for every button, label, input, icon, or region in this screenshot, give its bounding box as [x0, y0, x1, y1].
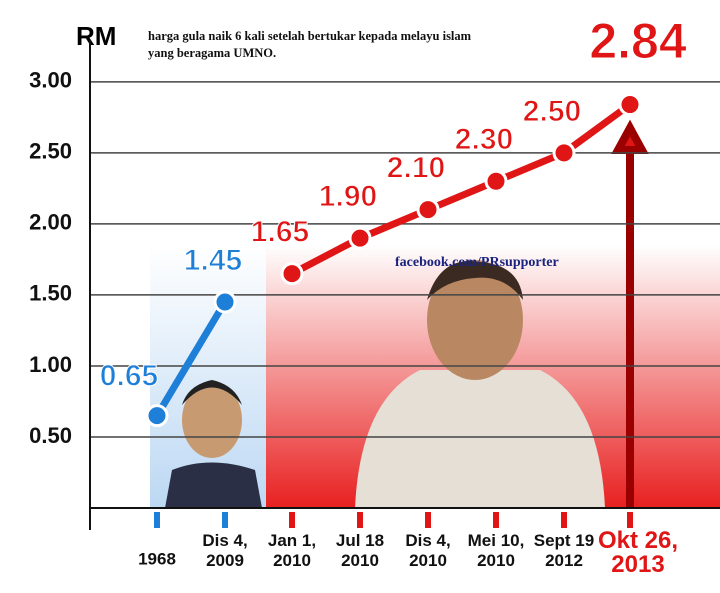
y-tick-label: 3.00: [29, 68, 72, 93]
point: [280, 262, 304, 286]
x-tick: [357, 512, 363, 528]
x-tick-label: Okt 26, 2013: [598, 527, 678, 578]
x-tick-label: Mei 10, 2010: [468, 531, 525, 570]
value-label: 2.50: [523, 95, 581, 128]
point: [213, 290, 237, 314]
x-tick-label: 1968: [138, 549, 176, 568]
value-label: 2.84: [589, 13, 687, 69]
y-tick-label: 0.50: [29, 423, 72, 448]
value-label: 1.45: [184, 244, 242, 277]
arrow: [611, 119, 649, 508]
point: [552, 141, 576, 165]
x-tick: [289, 512, 295, 528]
x-tick: [154, 512, 160, 528]
point: [618, 93, 642, 117]
annotation: harga gula naik 6 kali setelah bertukar …: [148, 29, 472, 60]
value-label: 1.90: [319, 180, 377, 213]
series-line: [153, 300, 229, 418]
portrait-right: [355, 260, 605, 508]
credit: facebook.com/PRsupporter: [395, 255, 559, 270]
value-label: 1.65: [251, 216, 309, 249]
x-tick: [222, 512, 228, 528]
x-tick: [561, 512, 567, 528]
x-tick-label: Dis 4, 2010: [405, 531, 450, 570]
y-tick-label: 2.00: [29, 210, 72, 235]
x-tick: [627, 512, 633, 528]
y-axis-label: RM: [76, 21, 116, 51]
point: [348, 226, 372, 250]
point: [484, 169, 508, 193]
annotation-box: harga gula naik 6 kali setelah bertukar …: [148, 29, 472, 60]
value-label: 2.10: [387, 152, 445, 185]
point: [145, 404, 169, 428]
y-tick-label: 2.50: [29, 139, 72, 164]
y-tick-label: 1.00: [29, 352, 72, 377]
x-tick: [425, 512, 431, 528]
x-tick-label: Dis 4, 2009: [202, 531, 247, 570]
value-label: 0.65: [100, 360, 158, 393]
series-line: [290, 101, 633, 277]
x-tick-label: Sept 19 2012: [534, 531, 594, 570]
value-label: 2.30: [455, 123, 513, 156]
portrait-left: [165, 380, 262, 508]
y-tick-label: 1.50: [29, 281, 72, 306]
x-tick: [493, 512, 499, 528]
point: [416, 198, 440, 222]
x-tick-label: Jul 18 2010: [336, 531, 384, 570]
x-tick-label: Jan 1, 2010: [268, 531, 316, 570]
